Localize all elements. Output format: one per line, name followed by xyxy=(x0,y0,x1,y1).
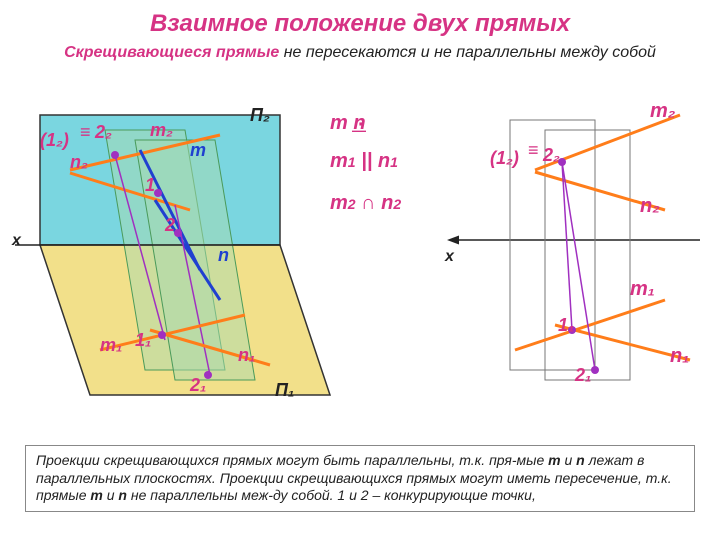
page-title: Взаимное положение двух прямых xyxy=(0,0,720,38)
lbl-eq-r: ≡ xyxy=(528,140,539,161)
footer-note: Проекции скрещивающихся прямых могут быт… xyxy=(25,445,695,512)
lbl-m-l: m xyxy=(190,140,206,161)
subtitle: Скрещивающиеся прямые не пересекаются и … xyxy=(0,38,720,62)
pt-r-21 xyxy=(591,366,599,374)
conn-r-1 xyxy=(562,162,572,330)
lbl-22-l: 2₂ xyxy=(95,122,112,143)
lbl-21-r: 2₁ xyxy=(575,365,591,386)
lbl-eq-l: ≡ xyxy=(80,122,91,143)
lbl-12: (1₂) xyxy=(40,130,69,151)
lbl-pi2: П₂ xyxy=(250,105,270,126)
lbl-11-l: 1₁ xyxy=(135,330,151,351)
lbl-2-l: 2 xyxy=(165,215,175,236)
lbl-pi1: П₁ xyxy=(275,380,294,401)
lbl-12-r: (1₂) xyxy=(490,148,519,169)
lbl-n1-l: n₁ xyxy=(238,345,255,366)
lbl-x-right: x xyxy=(445,248,454,266)
lbl-m1-r: m₁ xyxy=(630,278,655,301)
pt-2 xyxy=(174,229,182,237)
lbl-n-l: n xyxy=(218,245,229,266)
lbl-n2-r: n₂ xyxy=(640,195,660,218)
lbl-1-l: 1 xyxy=(145,175,155,196)
lbl-m2-l: m₂ xyxy=(150,120,173,141)
lbl-11-r: 1₁ xyxy=(558,315,574,336)
lbl-21-l: 2₁ xyxy=(190,375,206,396)
pt-11 xyxy=(158,331,166,339)
lbl-m2-r: m₂ xyxy=(650,100,675,123)
lbl-x-left: x xyxy=(12,232,21,250)
pt-12-22 xyxy=(111,151,119,159)
lbl-n2-l: n₂ xyxy=(70,152,88,173)
lbl-22-r: 2₂ xyxy=(543,145,560,166)
subtitle-em: Скрещивающиеся прямые xyxy=(64,44,284,61)
subtitle-rest: не пересекаются и не параллельны между с… xyxy=(284,44,656,61)
pt-1 xyxy=(154,189,162,197)
lbl-n1-r: n₁ xyxy=(670,345,689,368)
lbl-m1-l: m₁ xyxy=(100,335,122,356)
conn-r-2 xyxy=(562,162,595,370)
